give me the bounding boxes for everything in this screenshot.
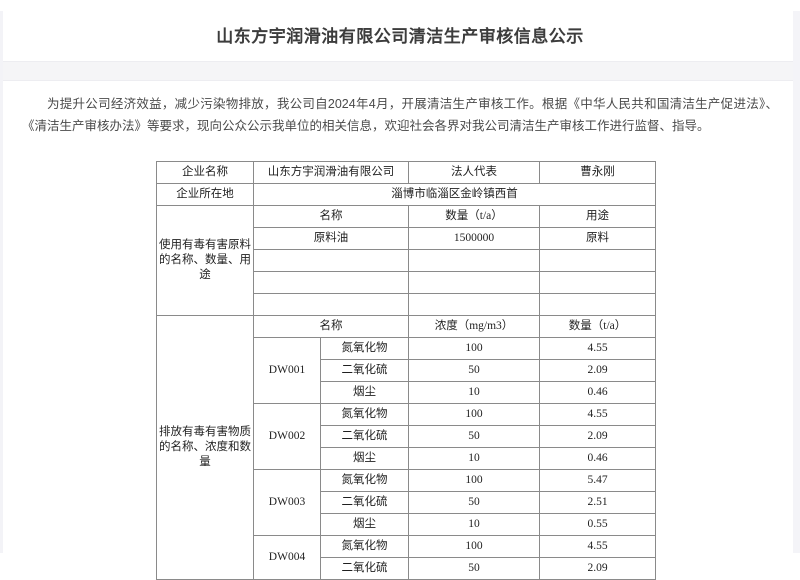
location-label: 企业所在地 [156,183,254,207]
pollutant-concentration: 10 [408,381,540,405]
material-use [539,293,656,317]
pollutant-concentration: 50 [408,359,540,383]
pollutant-name: 烟尘 [320,447,409,471]
table-row-location: 企业所在地 淄博市临淄区金岭镇西首 [156,183,656,207]
table-row-emission: 二氧化硫 50 2.09 [157,359,656,383]
pollutant-name: 烟尘 [320,513,409,537]
legal-rep-value: 曹永刚 [539,161,656,185]
pollutant-name: 氮氧化物 [320,535,409,559]
pollutant-name: 氮氧化物 [320,469,409,493]
pollutant-concentration: 100 [408,535,540,559]
pollutant-concentration: 50 [408,491,540,515]
material-amount [408,293,540,317]
pollutant-concentration: 100 [408,337,540,361]
outlet-code: DW002 [253,403,321,471]
emissions-header-concentration: 浓度（mg/m3） [408,315,540,339]
pollutant-concentration: 50 [408,425,540,449]
pollutant-amount: 2.09 [539,557,656,580]
pollutant-name: 二氧化硫 [320,425,409,449]
pollutant-amount: 5.47 [539,469,656,493]
pollutant-amount: 2.51 [539,491,656,515]
table-row-emission: 二氧化硫 50 2.09 [157,425,656,449]
pollutant-amount: 4.55 [539,403,656,427]
pollutant-concentration: 100 [408,469,540,493]
pollutant-concentration: 50 [408,557,540,580]
material-use [539,271,656,295]
materials-header-amount: 数量（t/a） [408,205,540,229]
company-name-value: 山东方宇润滑油有限公司 [253,161,409,185]
disclosure-table-body: 企业名称 山东方宇润滑油有限公司 法人代表 曹永刚 企业所在地 淄博市临淄区金岭镇西首… [156,161,656,580]
emissions-header-amount: 数量（t/a） [539,315,656,339]
table-row-emission: 烟尘 10 0.55 [157,513,656,537]
materials-header-use: 用途 [539,205,656,229]
pollutant-amount: 4.55 [539,535,656,559]
material-amount: 1500000 [408,227,540,251]
material-name [253,293,409,317]
material-use [539,249,656,273]
material-name [253,271,409,295]
pollutant-name: 烟尘 [320,381,409,405]
left-gutter [0,11,3,554]
pollutant-name: 氮氧化物 [320,403,409,427]
pollutant-amount: 0.46 [539,447,656,471]
disclosure-table-wrapper: 企业名称 山东方宇润滑油有限公司 法人代表 曹永刚 企业所在地 淄博市临淄区金岭镇西首… [156,161,656,580]
table-row-materials-header: 使用有毒有害原料的名称、数量、用途 名称 数量（t/a） 用途 [156,205,656,317]
pollutant-name: 二氧化硫 [320,557,409,580]
table-row-emission: 烟尘 10 0.46 [157,447,656,471]
location-value: 淄博市临淄区金岭镇西首 [253,183,656,207]
pollutant-concentration: 10 [408,513,540,537]
outlet-code: DW003 [253,469,321,537]
material-use: 原料 [539,227,656,251]
pollutant-amount: 0.46 [539,381,656,405]
pollutant-name: 二氧化硫 [320,359,409,383]
pollutant-amount: 2.09 [539,359,656,383]
table-row-emission: DW001 氮氧化物 100 4.55 [157,337,656,405]
right-gutter [793,11,800,554]
table-row-emission: 二氧化硫 50 2.51 [157,491,656,515]
intro-paragraph: 为提升公司经济效益，减少污染物排放，我公司自2024年4月，开展清洁生产审核工作… [22,97,778,134]
material-amount [408,249,540,273]
table-row-company: 企业名称 山东方宇润滑油有限公司 法人代表 曹永刚 [156,161,656,185]
disclosure-table: 企业名称 山东方宇润滑油有限公司 法人代表 曹永刚 企业所在地 淄博市临淄区金岭镇西首… [156,161,656,580]
page-title: 山东方宇润滑油有限公司清洁生产审核信息公示 [216,27,584,47]
emissions-label: 排放有毒有害物质的名称、浓度和数量 [156,315,254,580]
table-row-emissions-header: 排放有毒有害物质的名称、浓度和数量 名称 浓度（mg/m3） 数量（t/a） [156,315,656,580]
table-row-material [157,271,656,295]
company-name-label: 企业名称 [156,161,254,185]
table-row-emission: DW002 氮氧化物 100 4.55 [157,403,656,471]
pollutant-amount: 2.09 [539,425,656,449]
materials-label: 使用有毒有害原料的名称、数量、用途 [156,205,254,317]
legal-rep-label: 法人代表 [408,161,540,185]
material-amount [408,271,540,295]
emissions-header-name: 名称 [253,315,409,339]
outlet-code: DW001 [253,337,321,405]
material-name: 原料油 [253,227,409,251]
material-name [253,249,409,273]
pollutant-name: 氮氧化物 [320,337,409,361]
materials-header-name: 名称 [253,205,409,229]
pollutant-amount: 4.55 [539,337,656,361]
pollutant-amount: 0.55 [539,513,656,537]
section-divider [0,61,800,82]
pollutant-name: 二氧化硫 [320,491,409,515]
outlet-code: DW004 [253,535,321,580]
pollutant-concentration: 100 [408,403,540,427]
table-row-material [157,249,656,273]
pollutant-concentration: 10 [408,447,540,471]
